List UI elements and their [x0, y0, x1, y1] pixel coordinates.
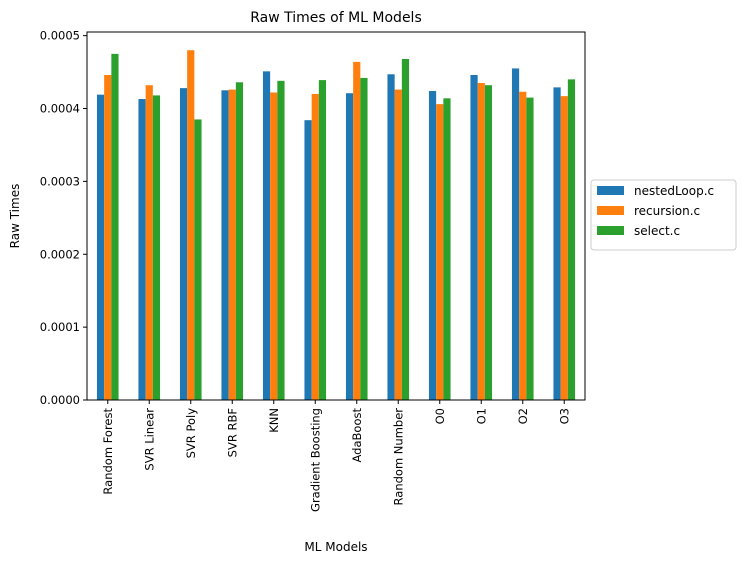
bars-group — [96, 50, 576, 401]
y-tick-label-3: 0.0003 — [40, 174, 80, 188]
bar-0-10 — [511, 68, 520, 400]
bar-1-2 — [187, 50, 195, 400]
bar-2-2 — [194, 119, 202, 400]
bar-0-3 — [221, 90, 229, 401]
bar-2-8 — [443, 98, 451, 400]
x-tick-label-10: O2 — [516, 408, 530, 424]
bar-2-6 — [360, 77, 368, 400]
x-axis-ticks: Random Forest SVR Linear SVR Poly SVR RBF KN… — [101, 400, 571, 512]
bar-1-8 — [436, 104, 444, 400]
x-tick-label-6: AdaBoost — [350, 408, 364, 463]
bar-2-1 — [152, 95, 161, 401]
bar-0-9 — [470, 74, 478, 401]
y-axis-ticks: 0.0000 0.0001 0.0002 0.0003 0.0004 0.0005 — [40, 29, 87, 407]
x-tick-label-1: SVR Linear — [142, 408, 156, 471]
bar-1-6 — [353, 61, 361, 400]
bar-2-7 — [401, 58, 410, 401]
legend-swatch-2 — [597, 226, 624, 235]
bar-0-11 — [553, 87, 561, 400]
bar-1-11 — [560, 96, 568, 400]
bar-0-6 — [345, 93, 354, 401]
bar-2-11 — [567, 79, 576, 401]
y-tick-label-1: 0.0001 — [40, 320, 80, 334]
bar-2-4 — [277, 80, 285, 400]
y-tick-label-0: 0.0000 — [40, 393, 80, 407]
bar-2-3 — [235, 82, 244, 400]
y-tick-label-5: 0.0005 — [40, 29, 80, 43]
chart-title: Raw Times of ML Models — [250, 10, 422, 26]
bar-0-5 — [304, 120, 312, 401]
legend-label-1: recursion.c — [634, 204, 700, 218]
bar-2-9 — [484, 85, 493, 400]
bar-2-10 — [526, 97, 534, 400]
x-tick-label-0: Random Forest — [101, 408, 115, 495]
bar-0-4 — [262, 71, 271, 400]
x-tick-label-4: KNN — [267, 408, 281, 433]
legend-swatch-0 — [597, 186, 624, 195]
bar-0-2 — [179, 88, 188, 401]
bar-2-5 — [318, 80, 327, 400]
legend: nestedLoop.c recursion.c select.c — [590, 179, 737, 251]
y-axis-title: Raw Times — [8, 184, 22, 249]
bar-1-7 — [394, 89, 402, 400]
x-tick-label-9: O1 — [474, 408, 488, 424]
y-tick-label-2: 0.0002 — [40, 247, 80, 261]
x-axis-title: ML Models — [304, 540, 367, 554]
bar-0-0 — [96, 94, 105, 401]
legend-swatch-1 — [597, 206, 624, 215]
bar-0-7 — [387, 74, 395, 401]
x-tick-label-2: SVR Poly — [184, 408, 198, 459]
y-tick-label-4: 0.0004 — [40, 102, 80, 116]
bar-1-1 — [145, 85, 153, 400]
x-tick-label-5: Gradient Boosting — [308, 408, 322, 512]
bar-0-8 — [428, 91, 437, 400]
legend-frame — [590, 179, 737, 251]
bar-1-0 — [104, 74, 112, 401]
x-tick-label-3: SVR RBF — [225, 408, 239, 457]
legend-label-2: select.c — [634, 224, 680, 238]
x-tick-label-8: O0 — [433, 408, 447, 424]
bar-1-4 — [270, 92, 278, 400]
x-tick-label-11: O3 — [557, 408, 571, 424]
legend-label-0: nestedLoop.c — [634, 184, 714, 198]
x-tick-label-7: Random Number — [391, 408, 405, 506]
bar-1-9 — [477, 83, 485, 400]
bar-1-3 — [228, 89, 236, 400]
plot-frame — [86, 31, 586, 401]
bar-1-5 — [311, 93, 319, 400]
bar-2-0 — [111, 53, 119, 401]
bar-1-10 — [519, 91, 527, 400]
bar-0-1 — [138, 99, 146, 400]
